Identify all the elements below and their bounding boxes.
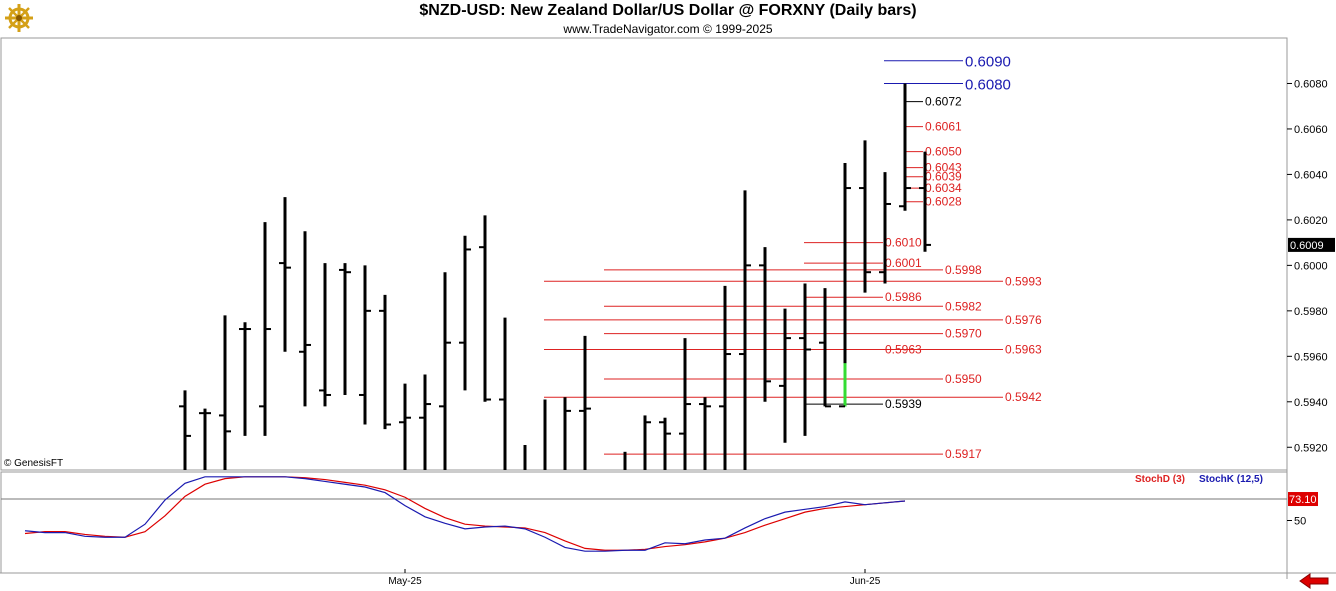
stoch-last-value-label: 73.10 xyxy=(1289,494,1317,506)
date-tick-label: May-25 xyxy=(388,576,422,587)
stoch-series-line xyxy=(24,476,906,552)
stoch-last-value-box xyxy=(1288,492,1318,507)
price-tick-label: 0.6060 xyxy=(1294,124,1328,136)
stoch-legend-entry: StochK (12,5) xyxy=(1199,474,1263,485)
price-tick-label: 0.6080 xyxy=(1294,78,1328,90)
price-tick-label: 0.5980 xyxy=(1294,306,1328,318)
price-axis: 0.6080 0.6060 0.6040 0.6020 0.6000 0.5980 0.59… xyxy=(1287,78,1335,454)
price-level-label: 0.6034 xyxy=(925,181,962,195)
last-price-label: 0.6009 xyxy=(1290,240,1324,252)
price-panel-border xyxy=(0,37,1288,471)
price-level-label: 0.6043 xyxy=(925,161,962,175)
stochastic-panel: 50 73.10 StochD (3) StochK (12,5) xyxy=(1,474,1318,552)
price-level-label: 0.5950 xyxy=(945,372,982,386)
price-level-label: 0.5939 xyxy=(885,397,922,411)
price-level-label: 0.6028 xyxy=(925,195,962,209)
chart-subtitle: www.TradeNavigator.com © 1999-2025 xyxy=(563,22,773,36)
price-level-label: 0.5998 xyxy=(945,263,982,277)
price-level-label: 0.5976 xyxy=(1005,313,1042,327)
price-level-label: 0.5993 xyxy=(1005,274,1042,288)
price-level-label: 0.5970 xyxy=(945,327,982,341)
date-axis: May-25 Jun-25 xyxy=(388,569,881,587)
back-arrow-icon[interactable] xyxy=(1299,573,1329,589)
watermark-text: © GenesisFT xyxy=(4,458,64,469)
chart-title: $NZD-USD: New Zealand Dollar/US Dollar @… xyxy=(419,2,917,19)
price-tick-label: 0.6040 xyxy=(1294,169,1328,181)
price-tick-label: 0.5940 xyxy=(1294,397,1328,409)
price-tick-label: 0.6000 xyxy=(1294,260,1328,272)
price-level-label: 0.5917 xyxy=(945,447,982,461)
stoch-series-line xyxy=(24,476,906,551)
last-price-box xyxy=(1288,237,1335,252)
stoch-tick-label: 50 xyxy=(1294,516,1306,528)
price-level-label: 0.6080 xyxy=(965,76,1011,93)
price-level-label: 0.5982 xyxy=(945,299,982,313)
price-bars xyxy=(179,83,931,470)
price-level-label: 0.5963 xyxy=(1005,342,1042,356)
date-tick-label: Jun-25 xyxy=(850,576,881,587)
price-level-label: 0.5963 xyxy=(885,342,922,356)
ship-helm-logo-icon xyxy=(5,4,33,32)
price-level-label: 0.6010 xyxy=(885,236,922,250)
price-level-label: 0.6050 xyxy=(925,145,962,159)
price-level-label: 0.6072 xyxy=(925,95,962,109)
price-tick-label: 0.6020 xyxy=(1294,215,1328,227)
price-level-label: 0.5942 xyxy=(1005,390,1042,404)
price-level-label: 0.6090 xyxy=(965,54,1011,71)
price-levels: 0.60900.60800.60720.60610.60500.60430.60… xyxy=(544,54,1042,461)
chart-frame xyxy=(0,37,1336,579)
stoch-legend-entry: StochD (3) xyxy=(1135,474,1185,485)
price-level-label: 0.6001 xyxy=(885,256,922,270)
price-tick-label: 0.5960 xyxy=(1294,351,1328,363)
stoch-panel-border xyxy=(0,471,1288,574)
price-level-label: 0.6039 xyxy=(925,170,962,184)
price-level-label: 0.5986 xyxy=(885,290,922,304)
price-tick-label: 0.5920 xyxy=(1294,442,1328,454)
price-level-label: 0.6061 xyxy=(925,120,962,134)
